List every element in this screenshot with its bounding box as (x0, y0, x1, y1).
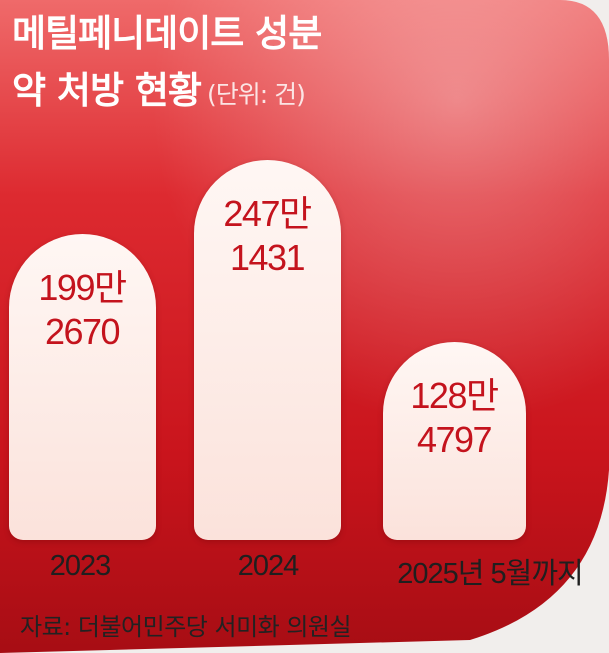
value-line-man: 247만 (223, 193, 312, 234)
category-label: 2025년 5월까지 (397, 558, 583, 590)
bar-value-label: 128만 4797 (383, 374, 526, 462)
bar-2023: 199만 2670 (8, 234, 156, 540)
bar-2024: 247만 1431 (193, 160, 341, 540)
category-label: 2024 (237, 550, 300, 582)
value-line-man: 199만 (38, 267, 127, 308)
unit-label: (단위: 건) (206, 80, 306, 109)
chart-title-line2: 약 처방 현황 (단위: 건) (12, 69, 306, 112)
value-line-rest: 1431 (229, 237, 306, 278)
source-note: 자료: 더불어민주당 서미화 의원실 (20, 613, 352, 641)
value-line-rest: 2670 (44, 311, 121, 352)
value-line-man: 128만 (410, 375, 499, 416)
category-label: 2023 (49, 550, 112, 582)
bar-2025년 5월까지: 128만 4797 (382, 342, 526, 540)
bar-value-label: 247만 1431 (194, 192, 341, 280)
value-line-rest: 4797 (416, 419, 493, 460)
chart-title-line1: 메틸페니데이트 성분 (12, 12, 322, 55)
bar-value-label: 199만 2670 (9, 266, 156, 354)
